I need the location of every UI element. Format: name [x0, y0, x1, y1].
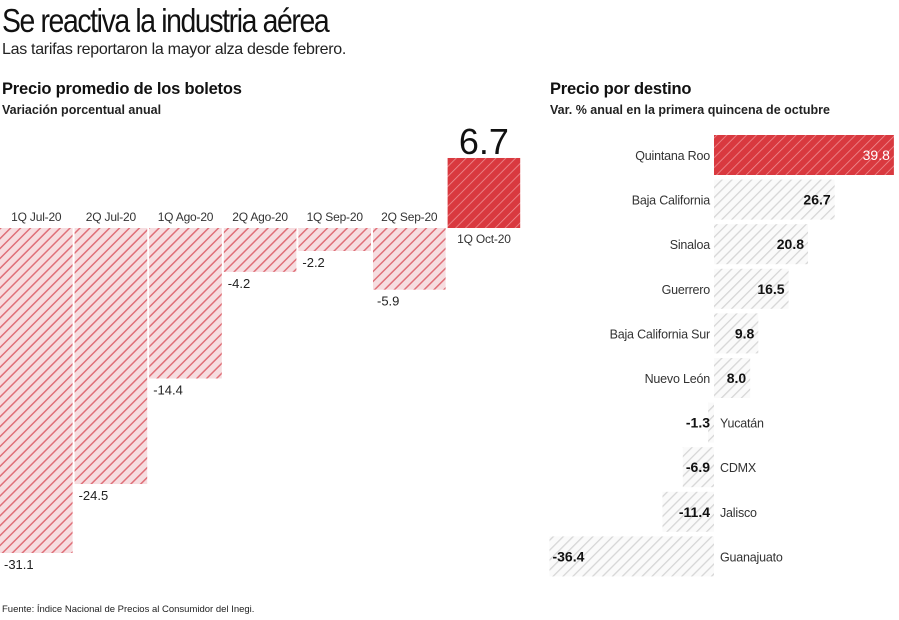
category-label: 1Q Jul-20: [11, 210, 62, 224]
category-label: Quintana Roo: [635, 149, 710, 163]
source-note: Fuente: Índice Nacional de Precios al Co…: [2, 604, 255, 615]
category-label: Sinaloa: [670, 238, 711, 252]
bar-quintana-roo: [714, 135, 894, 175]
bar-1q-oct-20: [447, 157, 521, 228]
category-label: 1Q Ago-20: [158, 210, 214, 224]
bar-1q-ago-20: [149, 228, 222, 379]
bar-2q-sep-20: [373, 228, 446, 290]
bar-guanajuato: [549, 536, 714, 577]
bar-yucatán: [708, 402, 714, 443]
bar-1q-jul-20: [0, 228, 73, 553]
left-chart-title: Precio promedio de los boletos: [2, 80, 242, 98]
value-label: -36.4: [552, 548, 584, 564]
left-bar-chart: 1Q Jul-20 -31.1 2Q Jul-20 -24.5 1Q Ago-20 -14…: [0, 121, 521, 572]
category-label: Guerrero: [662, 283, 711, 297]
value-label: 6.7: [459, 121, 509, 162]
bar-guerrero: [714, 268, 789, 309]
category-label: Baja California: [632, 194, 711, 208]
category-label: 2Q Ago-20: [232, 210, 288, 224]
bar-baja-california-sur: [714, 313, 759, 354]
right-bar-chart: Quintana Roo 39.8 Baja California 26.7 Sinal…: [549, 135, 894, 577]
bar-sinaloa: [714, 224, 809, 265]
category-label: Nuevo León: [645, 372, 711, 386]
category-label: Guanajuato: [720, 550, 783, 564]
value-label: 39.8: [863, 147, 890, 163]
value-label: 20.8: [777, 236, 804, 252]
category-label: Yucatán: [720, 417, 764, 431]
bar-baja-california: [714, 179, 835, 220]
category-label: 1Q Sep-20: [307, 210, 364, 224]
value-label: -2.2: [302, 255, 324, 270]
right-chart-subtitle: Var. % anual en la primera quincena de o…: [550, 103, 830, 117]
value-label: 8.0: [727, 370, 747, 386]
bar-cdmx: [682, 447, 714, 488]
subheadline: Las tarifas reportaron la mayor alza des…: [2, 41, 346, 58]
category-label: 2Q Sep-20: [381, 210, 438, 224]
value-label: 16.5: [757, 281, 784, 297]
value-label: -1.3: [686, 415, 710, 431]
bar-2q-jul-20: [74, 228, 148, 485]
value-label: 9.8: [735, 325, 755, 341]
right-chart-title: Precio por destino: [550, 80, 692, 98]
bar-2q-ago-20: [223, 228, 297, 272]
bar-jalisco: [662, 491, 714, 532]
value-label: -31.1: [4, 557, 34, 572]
bar-nuevo-león: [714, 358, 751, 398]
headline: Se reactiva la industria aérea: [2, 2, 330, 39]
value-label: -4.2: [228, 276, 250, 291]
category-label: 1Q Oct-20: [457, 232, 511, 246]
value-label: -14.4: [153, 382, 183, 397]
value-label: -6.9: [686, 459, 710, 475]
category-label: 2Q Jul-20: [86, 210, 137, 224]
category-label: Jalisco: [720, 506, 757, 520]
category-label: Baja California Sur: [610, 327, 710, 341]
value-label: -5.9: [377, 294, 399, 309]
value-label: -11.4: [679, 504, 710, 520]
value-label: 26.7: [803, 192, 830, 208]
category-label: CDMX: [720, 461, 757, 475]
left-chart-subtitle: Variación porcentual anual: [2, 103, 162, 117]
bar-1q-sep-20: [298, 228, 371, 251]
value-label: -24.5: [79, 488, 109, 503]
